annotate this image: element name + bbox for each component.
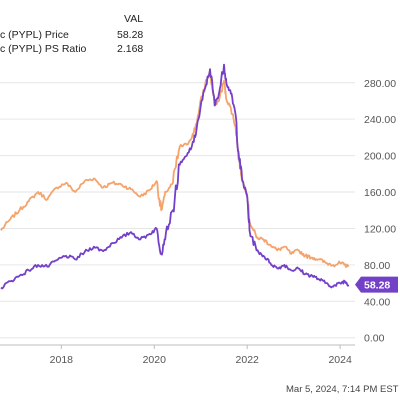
badge-shape — [355, 276, 398, 293]
badge-value: 58.28 — [364, 280, 390, 292]
legend-entry-ps-value: 2.168 — [117, 43, 143, 55]
footer-timestamp: Mar 5, 2024, 7:14 PM EST Powe — [286, 384, 400, 395]
y-axis: 280.00 240.00 200.00 160.00 120.00 80.00 40.00… — [364, 78, 396, 345]
y-tick-label: 200.00 — [364, 151, 396, 163]
y-tick-label: 0.00 — [364, 333, 385, 345]
x-tick-label: 2022 — [236, 354, 260, 366]
y-tick-label: 120.00 — [364, 223, 396, 235]
series-line-ps-ratio — [0, 70, 350, 268]
y-tick-label: 160.00 — [364, 187, 396, 199]
y-tick-label: 280.00 — [364, 78, 396, 90]
gridlines — [0, 82, 355, 339]
x-tick-label: 2024 — [328, 354, 352, 366]
y-tick-label: 240.00 — [364, 114, 396, 126]
y-tick-label: 40.00 — [364, 296, 390, 308]
legend-entry-ps-label: c (PYPL) PS Ratio — [0, 43, 87, 55]
current-value-badge: 58.28 — [355, 276, 398, 293]
series-line-price — [0, 63, 350, 290]
legend-entry-price-value: 58.28 — [117, 29, 143, 41]
legend-entry-price-label: c (PYPL) Price — [0, 29, 69, 41]
x-tick-label: 2020 — [143, 354, 167, 366]
y-tick-label: 80.00 — [364, 260, 390, 272]
legend: VAL c (PYPL) Price 58.28 c (PYPL) PS Rat… — [0, 13, 143, 55]
legend-header: VAL — [124, 13, 143, 25]
x-tick-label: 2018 — [50, 354, 74, 366]
x-axis: 2018 2020 2022 2024 — [0, 344, 355, 366]
series-layer — [0, 63, 350, 290]
